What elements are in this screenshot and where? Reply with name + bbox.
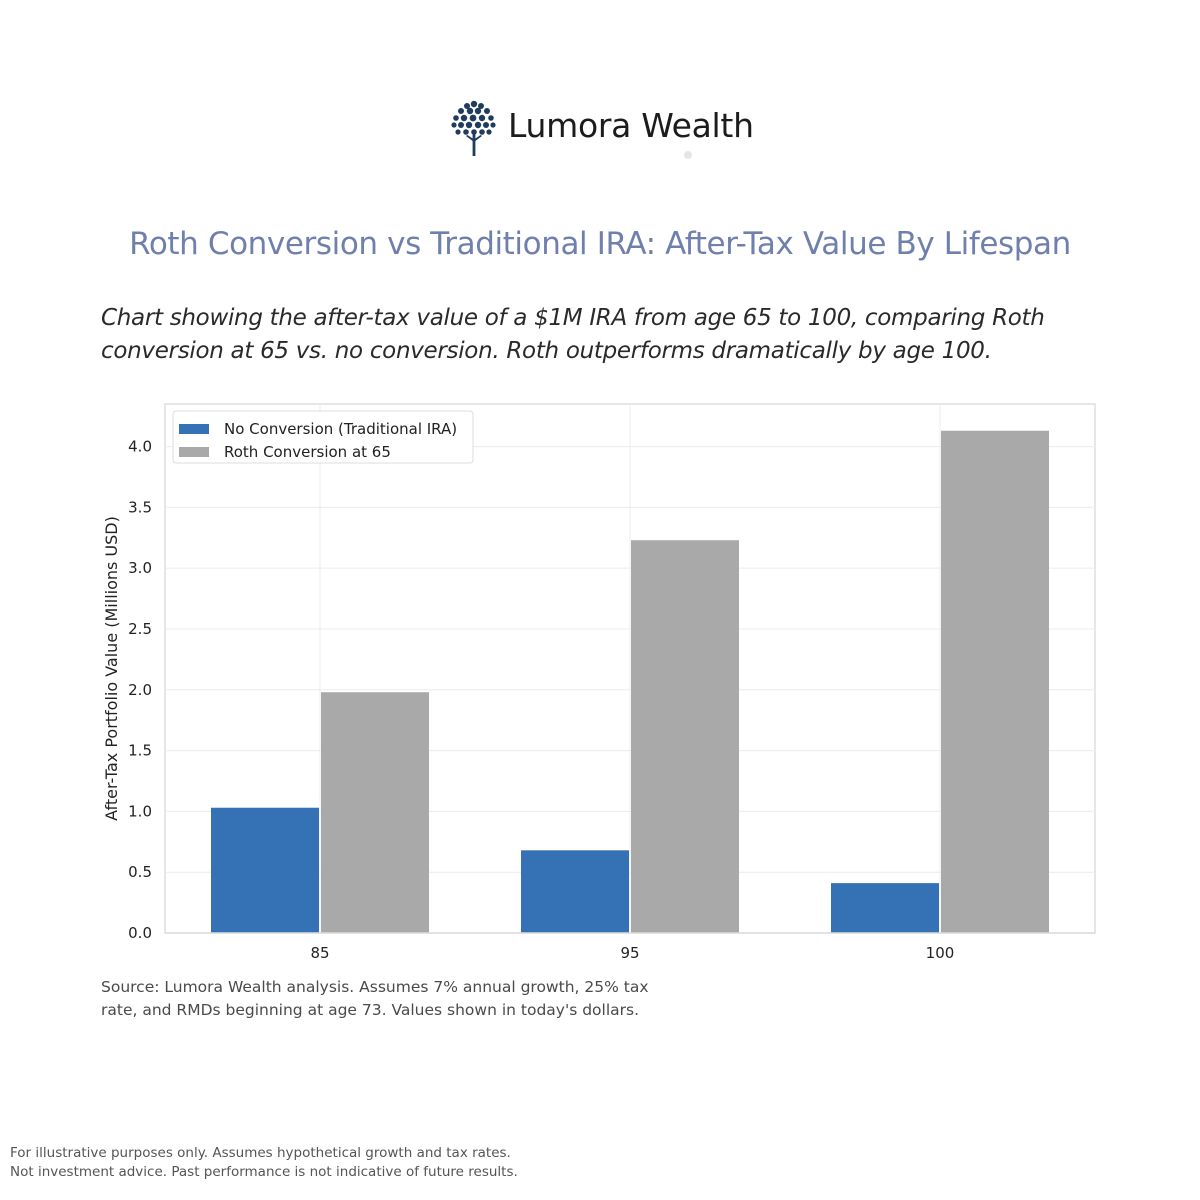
bar-no-conversion [521,850,629,933]
y-tick-label: 3.5 [128,498,152,516]
y-tick-label: 1.5 [128,742,152,760]
bar-roth-conversion [631,540,739,933]
disclaimer: For illustrative purposes only. Assumes … [10,1144,710,1182]
y-tick-label: 0.0 [128,924,152,942]
legend-swatch [179,447,209,457]
legend-label: Roth Conversion at 65 [224,443,391,461]
y-tick-label: 2.5 [128,620,152,638]
y-tick-label: 1.0 [128,802,152,820]
bar-roth-conversion [941,430,1049,933]
legend-swatch [179,424,209,434]
disclaimer-line: Not investment advice. Past performance … [10,1164,518,1180]
x-tick-label: 100 [926,944,955,962]
decorative-dot [684,151,692,159]
y-tick-label: 2.0 [128,681,152,699]
brand-logo: Lumora Wealth [448,98,754,158]
source-line: Source: Lumora Wealth analysis. Assumes … [101,978,649,996]
y-tick-label: 0.5 [128,863,152,881]
y-tick-label: 3.0 [128,559,152,577]
legend-box [172,410,474,464]
bar-no-conversion [831,883,939,933]
source-line: rate, and RMDs beginning at age 73. Valu… [101,1001,640,1019]
legend-label: No Conversion (Traditional IRA) [224,420,457,438]
bar-no-conversion [211,807,319,933]
x-tick-label: 95 [620,944,639,962]
tree-icon [451,100,496,156]
page-subtitle: Chart showing the after-tax value of a $… [101,305,1045,364]
x-tick-label: 85 [310,944,329,962]
page-title: Roth Conversion vs Traditional IRA: Afte… [129,226,1071,262]
bar-chart: 0.0 0.5 1.0 1.5 2.0 2.5 3.0 3.5 4.0 85 95 100 After-… [102,403,1096,962]
bar-roth-conversion [321,692,429,933]
source-note: Source: Lumora Wealth analysis. Assumes … [101,976,701,1022]
y-tick-label: 4.0 [128,438,152,456]
disclaimer-line: For illustrative purposes only. Assumes … [10,1145,511,1161]
brand-name: Lumora Wealth [508,105,754,145]
y-axis-label: After-Tax Portfolio Value (Millions USD) [102,516,121,821]
